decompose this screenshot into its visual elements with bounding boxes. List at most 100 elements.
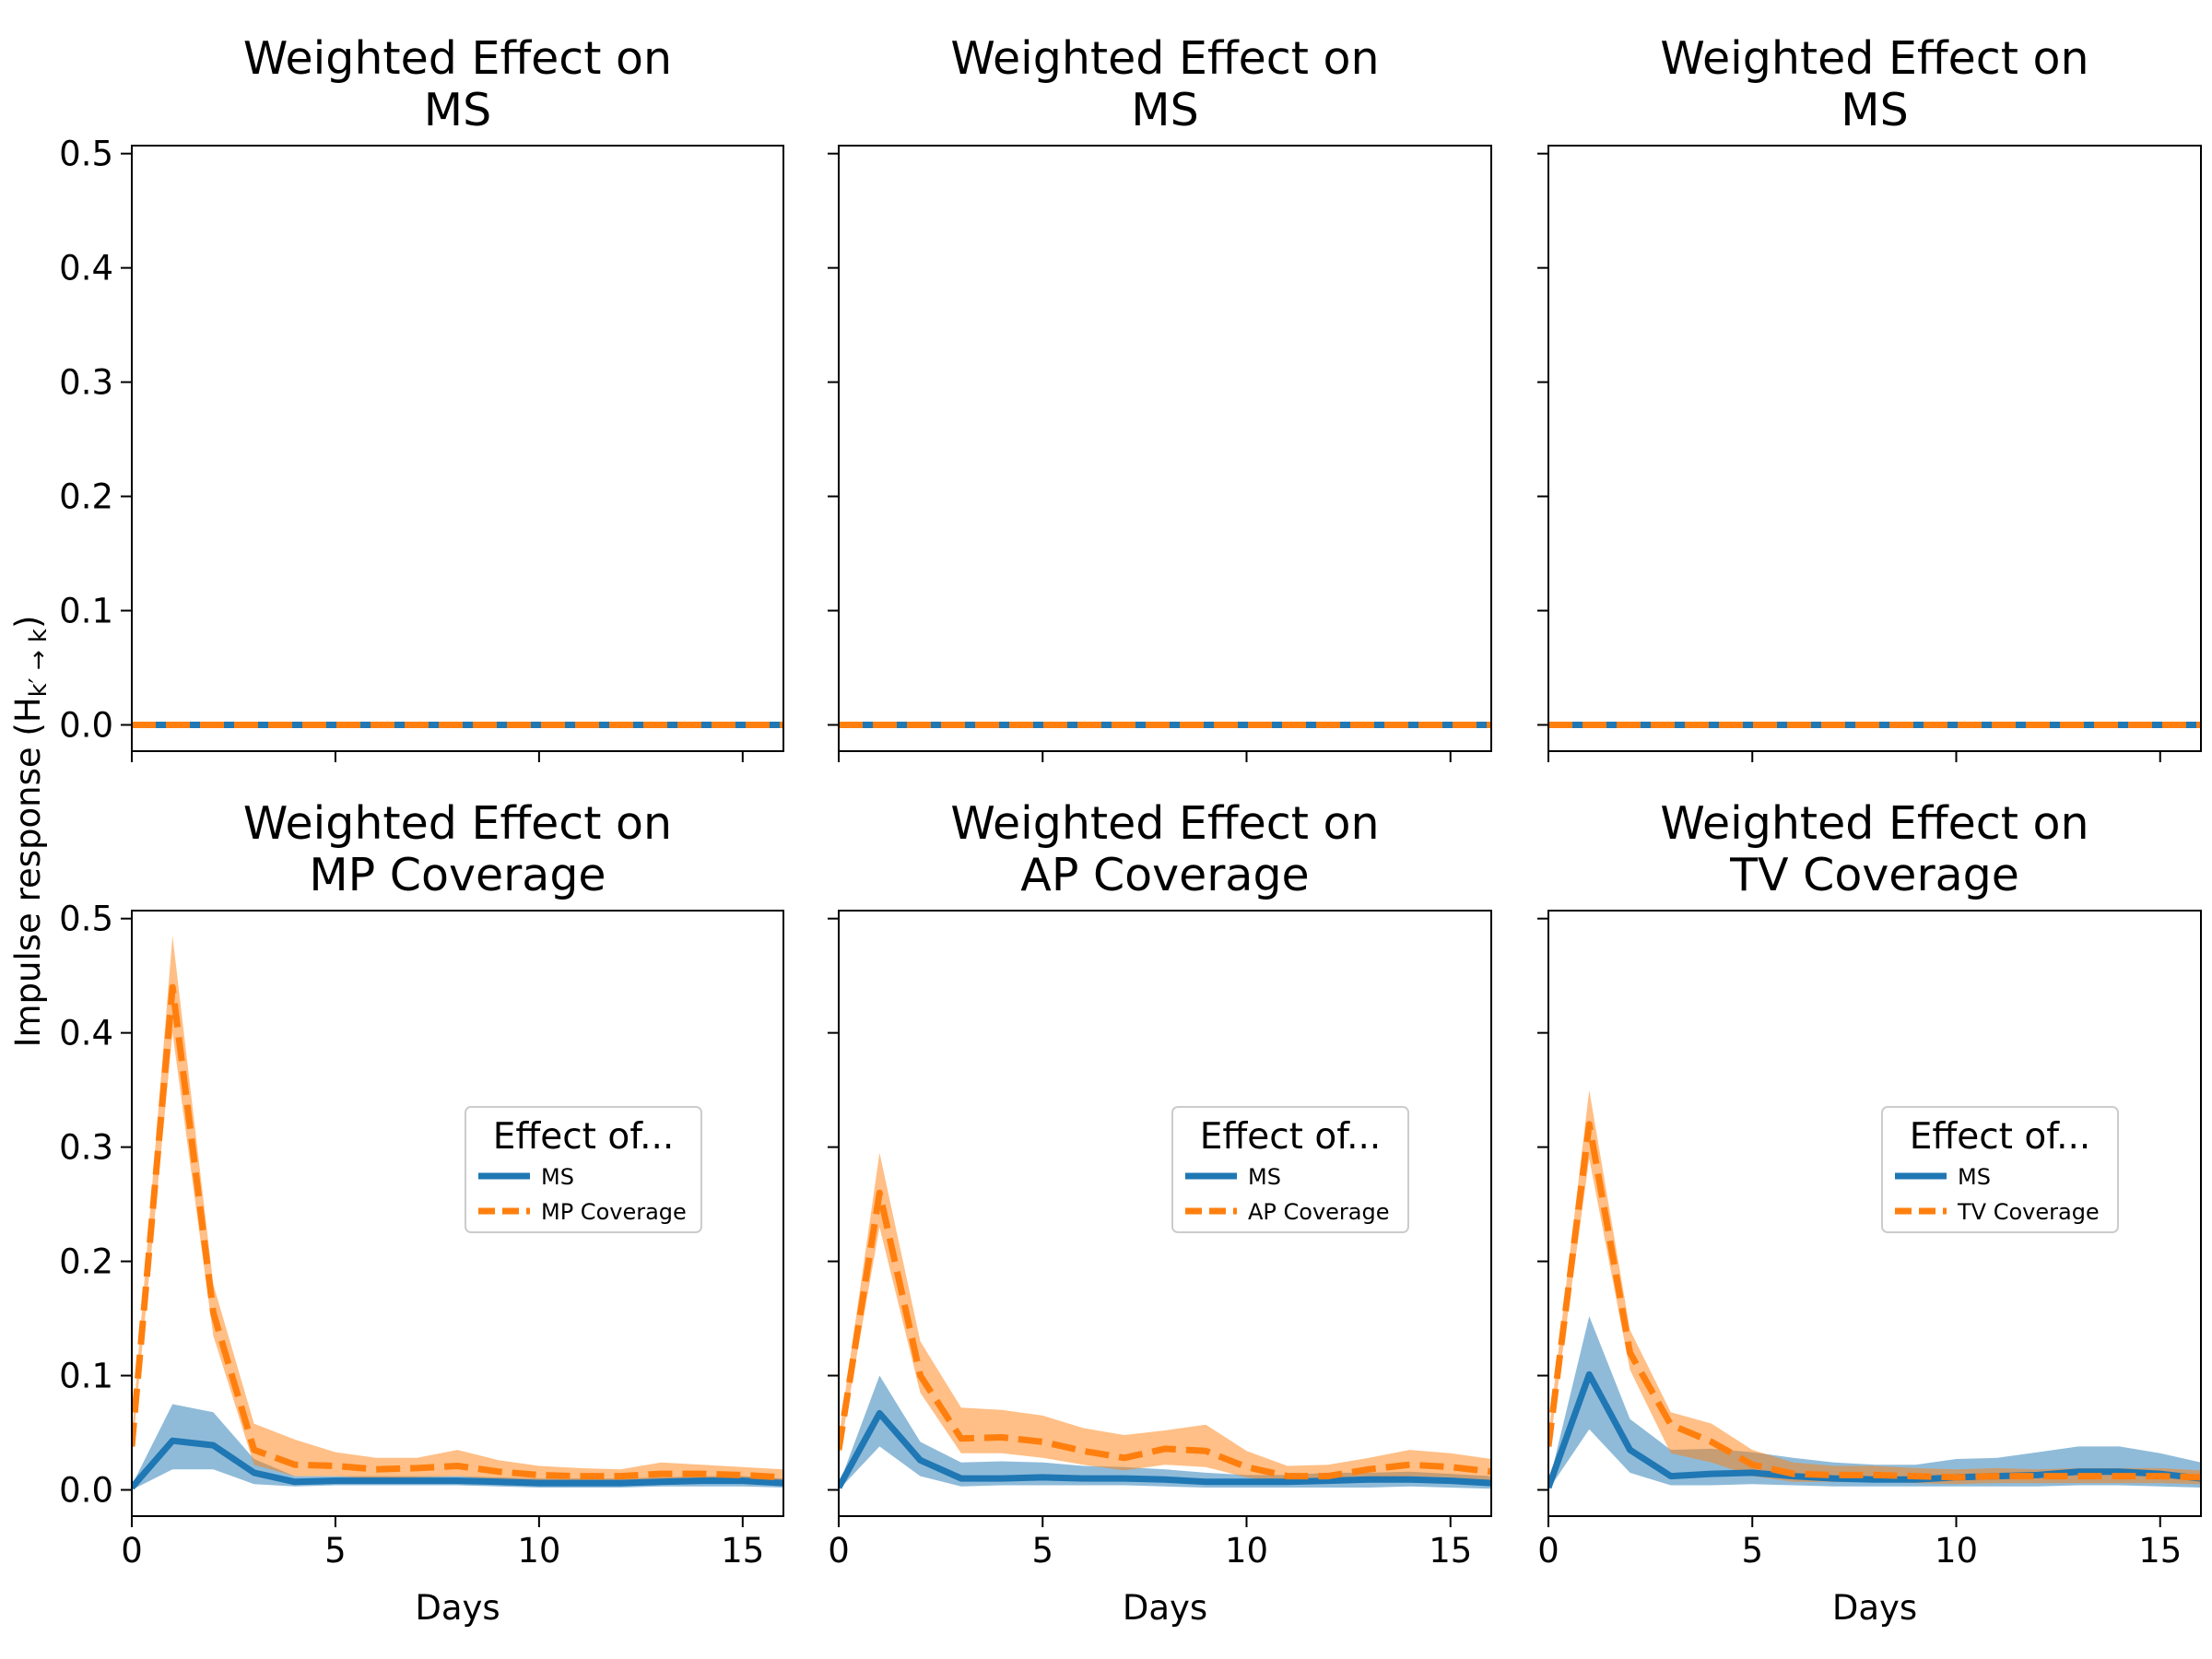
data-point-coverage [960,724,961,725]
y-tick-label: 0.4 [59,1014,113,1053]
data-point-coverage [701,724,702,725]
data-point-ms [1589,1374,1590,1375]
data-point-coverage [294,724,295,725]
data-point-coverage [2119,1476,2120,1477]
data-point-ms [2119,1471,2120,1472]
data-point-coverage [661,1474,662,1475]
x-tick-label: 0 [828,1531,850,1571]
data-point-coverage [1915,724,1916,725]
data-point-coverage [1083,724,1084,725]
data-point-ms [742,1480,743,1481]
data-point-ms [1002,1478,1003,1479]
plot-frame [131,910,784,1517]
chart-title-line: Weighted Effect on [950,797,1379,850]
data-point-coverage [417,724,418,725]
data-point-ms [2038,1475,2039,1476]
data-point-coverage [2038,724,2039,725]
data-point-ms [580,1483,581,1484]
data-point-coverage [620,1476,621,1477]
data-point-ms [376,1480,377,1481]
data-point-coverage [2119,724,2120,725]
chart-title-line: MS [424,84,491,136]
data-point-coverage [1328,724,1329,725]
data-point-coverage [1083,1451,1084,1452]
data-point-coverage [498,1471,499,1472]
plot-area [1548,722,2201,728]
legend-title: Effect of... [1910,1116,2091,1158]
x-tick-label: 5 [324,1531,347,1571]
data-point-coverage [2078,1476,2079,1477]
data-point-ms [294,1481,295,1482]
plot-area [132,722,783,728]
x-tick-label: 10 [1935,1531,1978,1571]
chart-title: Weighted Effect on TV Coverage [1660,797,2088,901]
y-tick-label: 0.1 [59,1357,113,1396]
data-point-coverage [1002,724,1003,725]
legend-box [1171,1106,1409,1233]
data-point-coverage [1670,724,1671,725]
data-point-coverage [580,1476,581,1477]
y-tick-label: 0.3 [59,1128,113,1168]
data-point-coverage [213,724,214,725]
legend-entry-label: MS [1248,1164,1281,1190]
data-point-coverage [920,1375,921,1376]
x-tick-label: 0 [121,1531,143,1571]
data-point-coverage [457,724,458,725]
series-line-coverage [839,1189,1491,1480]
data-point-coverage [920,724,921,725]
data-point-coverage [2078,724,2079,725]
data-point-coverage [2038,1476,2039,1477]
data-point-coverage [172,987,173,988]
data-point-coverage [1833,1475,1834,1476]
x-axis-label: Days [415,1588,500,1628]
y-tick-label: 0.0 [59,705,113,745]
legend-title: Effect of... [493,1116,675,1158]
data-point-ms [253,1472,254,1473]
y-axis-label: Impulse response (Hk′ → k) [8,616,53,1048]
data-point-coverage [580,724,581,725]
data-point-coverage [376,724,377,725]
data-point-coverage [1246,1466,1247,1467]
plot-area [839,1152,1491,1490]
chart-title: Weighted Effect on AP Coverage [950,797,1379,901]
legend-title: Effect of... [1200,1116,1382,1158]
plot-frame [838,145,1492,752]
legend: Effect of... MS TV Coverage [1881,1106,2119,1233]
data-point-coverage [1042,1441,1043,1442]
x-tick-label: 10 [517,1531,560,1571]
plot-frame [1547,910,2202,1517]
data-point-coverage [1996,724,1997,725]
data-point-coverage [1369,724,1370,725]
x-tick-label: 10 [1225,1531,1268,1571]
data-point-coverage [172,724,173,725]
data-point-coverage [1915,1476,1916,1477]
y-axis-label-close: ) [8,616,48,629]
data-point-coverage [1833,724,1834,725]
data-point-coverage [253,1450,254,1451]
chart-title: Weighted Effect on MP Coverage [243,797,672,901]
y-tick-label: 0.3 [59,363,113,403]
x-tick-label: 5 [1031,1531,1053,1571]
data-point-coverage [1165,724,1166,725]
data-point-ms [620,1483,621,1484]
data-point-ms [1083,1478,1084,1479]
y-axis-label-main: Impulse response (H [8,697,48,1047]
y-tick-label: 0.4 [59,249,113,288]
data-point-coverage [742,724,743,725]
y-tick-label: 0.2 [59,477,113,517]
data-point-coverage [620,724,621,725]
y-tick-label: 0.0 [59,1470,113,1510]
data-point-coverage [879,1193,880,1194]
series-line-ms [132,1437,783,1490]
data-point-coverage [1287,724,1288,725]
chart-title-line: TV Coverage [1729,849,2019,901]
legend-entry-label: TV Coverage [1957,1199,2100,1225]
chart-title-line: MP Coverage [309,849,606,901]
data-point-ms [701,1480,702,1481]
legend-box [465,1106,702,1233]
y-tick-label: 0.1 [59,592,113,631]
data-point-ms [457,1480,458,1481]
